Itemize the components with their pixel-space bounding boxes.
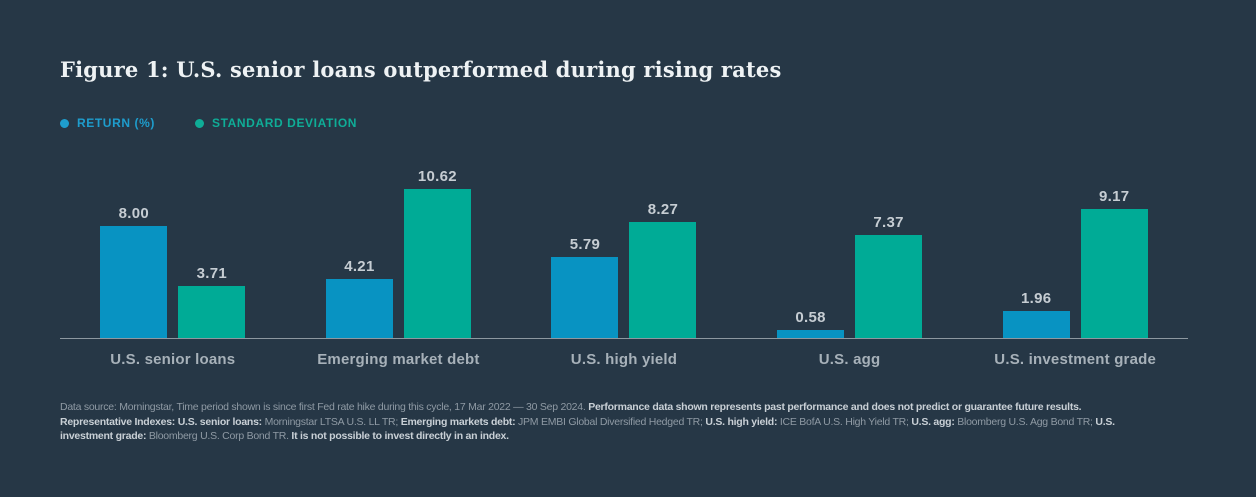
category-label: U.S. senior loans xyxy=(110,351,236,368)
footnote-segment: Representative Indexes: U.S. senior loan… xyxy=(60,415,262,428)
chart-plot-area: 8.00 3.71 4.21 10.62 5.79 8.27 0.58 7.37 1.96 9.1… xyxy=(60,147,1188,339)
bar-rect xyxy=(1080,209,1148,338)
bar-rect xyxy=(551,256,619,338)
bar-group: 5.79 8.27 xyxy=(511,147,737,338)
bar-rect xyxy=(100,225,168,338)
footnote-segment: U.S. xyxy=(1095,415,1115,428)
bar-return: 5.79 xyxy=(551,235,619,338)
footnote-line: investment grade: Bloomberg U.S. Corp Bo… xyxy=(60,429,1200,444)
bar-value-label: 1.96 xyxy=(1020,289,1052,307)
footnote-line: Representative Indexes: U.S. senior loan… xyxy=(60,415,1200,430)
footnote-segment: investment grade: xyxy=(60,430,147,442)
legend-item-standard-deviation: STANDARD DEVIATION xyxy=(195,116,357,130)
footnote: Data source: Morningstar, Time period sh… xyxy=(60,400,1200,444)
footnote-segment: Bloomberg U.S. Agg Bond TR; xyxy=(954,415,1096,428)
legend-item-return: RETURN (%) xyxy=(60,116,155,130)
bar-return: 8.00 xyxy=(100,204,168,338)
bar-value-label: 5.79 xyxy=(569,235,601,253)
footnote-segment: Morningstar LTSA U.S. LL TR; xyxy=(261,415,401,428)
bar-rect xyxy=(1002,310,1070,338)
legend-label-standard-deviation: STANDARD DEVIATION xyxy=(212,116,358,130)
footnote-segment: Bloomberg U.S. Corp Bond TR. xyxy=(146,430,292,442)
bar-value-label: 10.62 xyxy=(417,167,457,185)
footnote-segment: U.S. high yield: xyxy=(705,415,778,428)
footnote-line: Data source: Morningstar, Time period sh… xyxy=(60,400,1200,415)
category-label: U.S. agg xyxy=(818,351,881,368)
footnote-segment: JPM EMBI Global Diversified Hedged TR; xyxy=(515,415,706,428)
bar-return: 1.96 xyxy=(1002,289,1070,338)
bar-rect xyxy=(178,285,246,338)
footnote-segment: U.S. agg: xyxy=(911,415,955,428)
bar-value-label: 7.37 xyxy=(873,213,904,231)
chart-legend: RETURN (%) STANDARD DEVIATION xyxy=(60,116,357,130)
footnote-segment: Data source: Morningstar, Time period sh… xyxy=(60,401,589,413)
footnote-segment: Performance data shown represents past p… xyxy=(588,401,1082,413)
bar-return: 4.21 xyxy=(325,257,393,338)
return-dot-icon xyxy=(60,118,69,128)
bar-value-label: 9.17 xyxy=(1098,188,1130,206)
bar-standard-deviation: 7.37 xyxy=(855,213,923,338)
bar-group: 0.58 7.37 xyxy=(737,147,963,338)
bar-return: 0.58 xyxy=(777,308,845,338)
bar-standard-deviation: 10.62 xyxy=(403,167,471,338)
bar-standard-deviation: 9.17 xyxy=(1080,188,1148,338)
legend-label-return: RETURN (%) xyxy=(77,116,155,130)
bar-value-label: 3.71 xyxy=(196,264,227,282)
bar-value-label: 8.27 xyxy=(647,200,679,218)
figure-title: Figure 1: U.S. senior loans outperformed… xyxy=(60,57,782,82)
bar-group: 8.00 3.71 xyxy=(60,147,286,338)
footnote-segment: Emerging markets debt: xyxy=(400,415,516,428)
bar-group: 4.21 10.62 xyxy=(286,147,512,338)
footnote-segment: ICE BofA U.S. High Yield TR; xyxy=(777,415,912,428)
category-axis-labels: U.S. senior loans Emerging market debt U.S… xyxy=(60,351,1188,368)
standard-deviation-dot-icon xyxy=(195,118,204,128)
category-label: Emerging market debt xyxy=(317,351,480,368)
bar-group: 1.96 9.17 xyxy=(962,147,1188,338)
bar-rect xyxy=(777,329,845,338)
bar-value-label: 8.00 xyxy=(118,204,149,222)
bar-rect xyxy=(403,188,471,338)
bar-rect xyxy=(325,278,393,338)
category-label: U.S. high yield xyxy=(570,351,678,368)
bar-rect xyxy=(629,221,697,338)
bar-standard-deviation: 8.27 xyxy=(629,200,697,338)
footnote-segment: It is not possible to invest directly in… xyxy=(291,430,509,442)
bar-value-label: 0.58 xyxy=(795,308,826,326)
bar-value-label: 4.21 xyxy=(344,257,375,275)
category-label: U.S. investment grade xyxy=(994,351,1157,368)
bar-rect xyxy=(855,234,923,338)
bar-standard-deviation: 3.71 xyxy=(178,264,246,338)
